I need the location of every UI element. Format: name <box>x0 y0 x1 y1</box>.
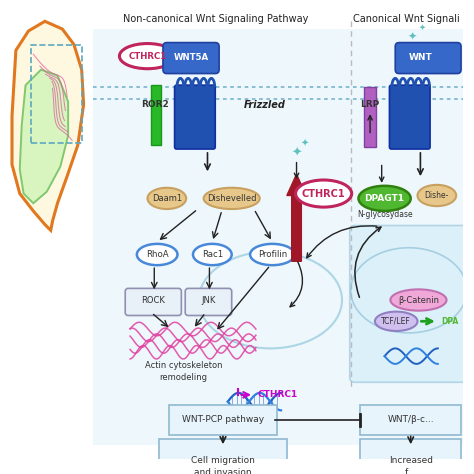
Text: ROR2: ROR2 <box>141 100 169 109</box>
Text: RhoA: RhoA <box>146 250 168 259</box>
FancyBboxPatch shape <box>174 85 215 149</box>
Ellipse shape <box>375 311 418 331</box>
Ellipse shape <box>119 44 175 69</box>
FancyBboxPatch shape <box>169 404 277 436</box>
Text: DPA: DPA <box>442 317 459 326</box>
Text: CTHRC1: CTHRC1 <box>302 189 346 199</box>
Text: Rac1: Rac1 <box>202 250 223 259</box>
FancyBboxPatch shape <box>360 439 461 474</box>
Text: f...: f... <box>405 468 416 474</box>
Text: ✦: ✦ <box>408 32 417 42</box>
Text: ✦: ✦ <box>419 23 426 32</box>
Text: remodeling: remodeling <box>159 373 207 382</box>
FancyArrowPatch shape <box>355 227 381 297</box>
Ellipse shape <box>250 244 294 265</box>
Text: WNT: WNT <box>409 53 432 62</box>
Text: TCF/LEF: TCF/LEF <box>381 317 411 326</box>
Polygon shape <box>12 21 83 230</box>
FancyBboxPatch shape <box>360 404 461 436</box>
FancyBboxPatch shape <box>350 226 468 382</box>
Text: Profilin: Profilin <box>258 250 287 259</box>
Ellipse shape <box>296 180 352 207</box>
Ellipse shape <box>391 289 447 310</box>
FancyBboxPatch shape <box>364 87 376 147</box>
Text: CTHRC1: CTHRC1 <box>258 391 298 400</box>
Text: N-glycosydase: N-glycosydase <box>357 210 412 219</box>
Text: Dishe-: Dishe- <box>425 191 449 200</box>
Text: β-Catenin: β-Catenin <box>398 295 439 304</box>
Text: ✦: ✦ <box>292 146 302 159</box>
Ellipse shape <box>137 244 177 265</box>
FancyArrowPatch shape <box>294 163 299 178</box>
Text: ROCK: ROCK <box>141 296 165 305</box>
Text: ✦: ✦ <box>300 138 308 148</box>
Text: WNT5A: WNT5A <box>173 53 209 62</box>
FancyArrowPatch shape <box>380 165 384 182</box>
Text: Frizzled: Frizzled <box>244 100 286 109</box>
Text: JNK: JNK <box>201 296 216 305</box>
Ellipse shape <box>418 185 456 206</box>
Text: Actin cytoskeleton: Actin cytoskeleton <box>145 361 222 370</box>
FancyBboxPatch shape <box>151 85 161 145</box>
FancyBboxPatch shape <box>93 29 463 445</box>
FancyBboxPatch shape <box>125 288 182 316</box>
FancyBboxPatch shape <box>390 85 430 149</box>
Text: Canonical Wnt Signali: Canonical Wnt Signali <box>353 14 459 24</box>
Text: Daam1: Daam1 <box>152 194 182 203</box>
Text: Dishevelled: Dishevelled <box>207 194 256 203</box>
Text: Increased: Increased <box>389 456 433 465</box>
FancyArrowPatch shape <box>368 116 372 133</box>
Ellipse shape <box>358 186 410 211</box>
Text: LRP: LRP <box>360 100 380 109</box>
Text: Non-canonical Wnt Signaling Pathway: Non-canonical Wnt Signaling Pathway <box>123 14 308 24</box>
FancyArrowPatch shape <box>290 262 302 307</box>
Polygon shape <box>20 70 68 203</box>
FancyArrow shape <box>287 174 306 261</box>
Text: WNT-PCP pathway: WNT-PCP pathway <box>182 415 264 424</box>
Text: DPAGT1: DPAGT1 <box>365 194 405 203</box>
FancyBboxPatch shape <box>185 288 232 316</box>
FancyBboxPatch shape <box>159 439 287 474</box>
Ellipse shape <box>193 244 232 265</box>
Text: Cell migration: Cell migration <box>191 456 255 465</box>
Text: CTHRC1: CTHRC1 <box>128 52 167 61</box>
FancyBboxPatch shape <box>163 43 219 73</box>
FancyBboxPatch shape <box>395 43 461 73</box>
Ellipse shape <box>204 188 260 209</box>
Text: and invasion: and invasion <box>194 468 252 474</box>
Text: WNT/β-c...: WNT/β-c... <box>387 415 434 424</box>
FancyArrowPatch shape <box>307 226 377 258</box>
Ellipse shape <box>147 188 186 209</box>
